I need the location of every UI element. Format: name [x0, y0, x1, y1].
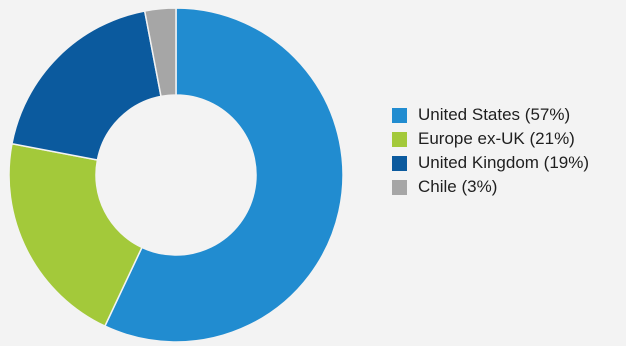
donut-slice-chile — [143, 7, 177, 98]
donut-slice-europe-ex-uk — [8, 142, 143, 328]
chart-legend: United States (57%) Europe ex-UK (21%) U… — [392, 103, 589, 199]
legend-item-united-kingdom: United Kingdom (19%) — [392, 151, 589, 175]
legend-swatch-europe-ex-uk — [392, 131, 407, 147]
legend-item-europe-ex-uk: Europe ex-UK (21%) — [392, 127, 589, 151]
legend-label-united-kingdom: United Kingdom (19%) — [418, 153, 590, 172]
legend-swatch-chile — [392, 179, 407, 195]
legend-swatch-united-states — [392, 107, 407, 123]
legend-label-chile: Chile (3%) — [418, 177, 498, 196]
donut-slice-united-states — [103, 7, 344, 343]
legend-swatch-united-kingdom — [392, 155, 407, 171]
donut-slice-united-kingdom — [11, 10, 162, 161]
legend-label-europe-ex-uk: Europe ex-UK (21%) — [418, 129, 575, 148]
legend-item-united-states: United States (57%) — [392, 103, 589, 127]
legend-item-chile: Chile (3%) — [392, 175, 589, 199]
legend-label-united-states: United States (57%) — [418, 105, 571, 124]
